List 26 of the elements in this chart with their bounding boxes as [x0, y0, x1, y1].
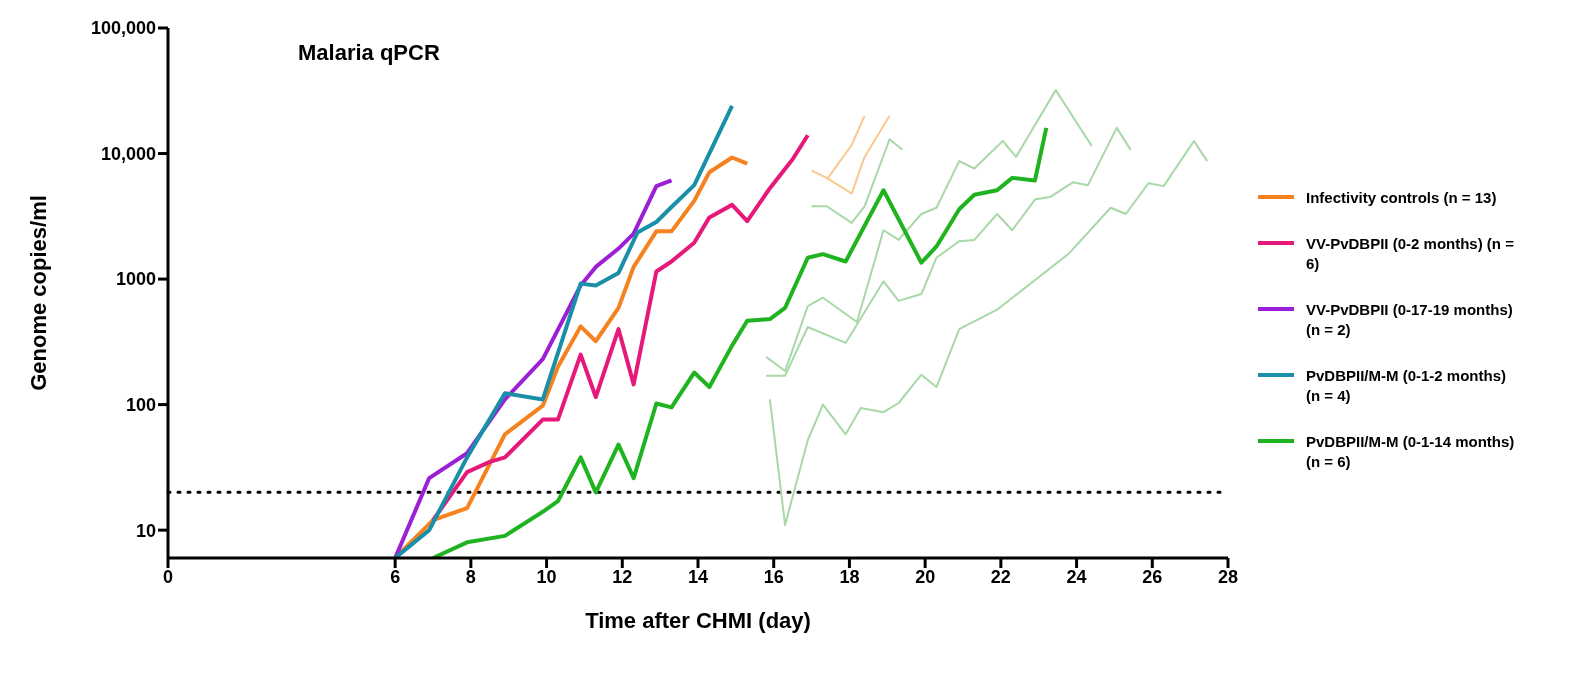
x-tick-label: 16 — [763, 566, 784, 587]
x-tick-label: 22 — [990, 566, 1011, 587]
legend-label: Infectivity controls (n = 13) — [1306, 188, 1498, 208]
x-axis-title: Time after CHMI (day) — [585, 608, 811, 633]
x-tick-label: 28 — [1217, 566, 1239, 587]
y-tick-label: 1000 — [115, 269, 156, 290]
y-tick-label: 100 — [125, 395, 156, 415]
x-tick-label: 24 — [1066, 566, 1087, 587]
x-tick-label: 12 — [612, 566, 633, 587]
x-tick-label: 26 — [1142, 566, 1163, 587]
text: Malaria qPCR — [298, 40, 440, 65]
x-tick-label: 20 — [915, 566, 936, 587]
y-axis-title: Genome copies/ml — [25, 195, 51, 391]
legend-label: PvDBPII/M-M (0-1-14 months) (n = 6) — [1306, 432, 1516, 472]
x-tick-label: 18 — [839, 566, 860, 587]
x-tick-label: 14 — [687, 566, 709, 587]
legend-label: VV-PvDBPII (0-2 months) (n = 6) — [1306, 234, 1515, 274]
y-tick-label: 10,000 — [100, 143, 156, 164]
x-tick-label: 0 — [162, 566, 174, 587]
x-tick-label: 6 — [390, 566, 401, 587]
y-tick-label: 10 — [135, 520, 156, 541]
y-tick-label: 100,000 — [90, 18, 156, 39]
x-tick-label: 10 — [536, 566, 557, 587]
legend-label: PvDBPII/M-M (0-1-2 months) (n = 4) — [1306, 366, 1507, 406]
legend-label: VV-PvDBPII (0-17-19 months) (n = 2) — [1306, 300, 1514, 340]
x-tick-label: 8 — [465, 566, 476, 587]
